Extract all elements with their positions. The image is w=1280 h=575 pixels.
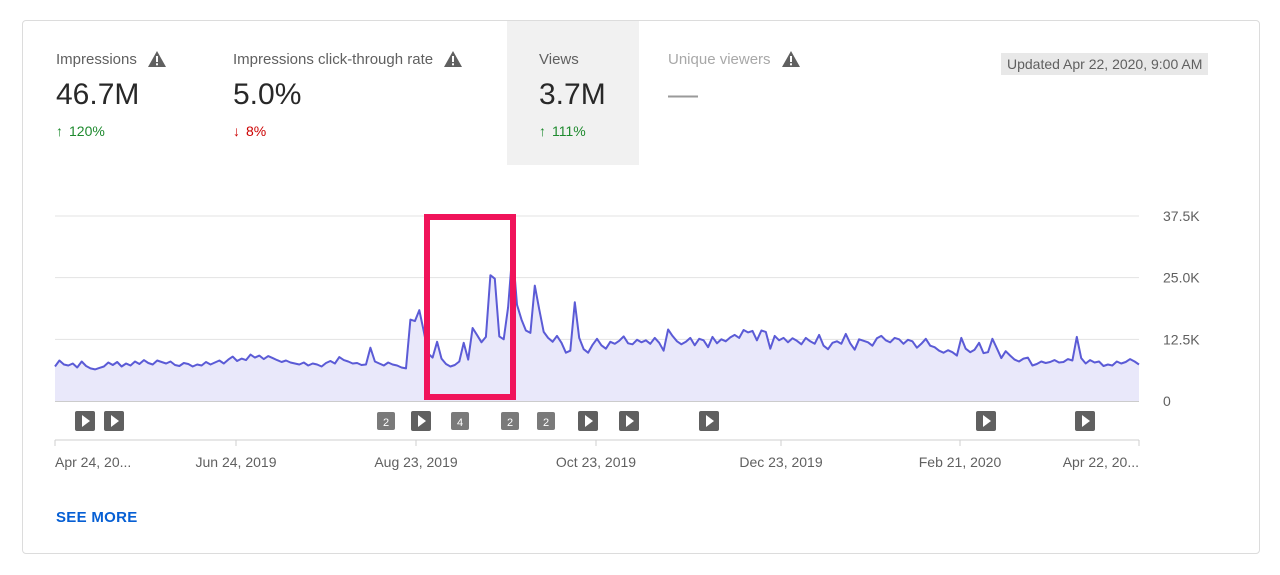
arrow-down-icon: ↓ <box>233 123 240 139</box>
count-marker-box <box>501 412 519 430</box>
metric-impressions[interactable]: Impressions 46.7M ↑ 120% <box>56 21 216 165</box>
warning-icon[interactable] <box>443 50 463 68</box>
count-marker-label: 4 <box>457 417 463 429</box>
count-marker-label: 2 <box>543 417 549 429</box>
video-published-marker[interactable] <box>699 411 719 431</box>
video-published-marker[interactable] <box>75 411 95 431</box>
highlight-box <box>424 214 516 400</box>
see-more-link[interactable]: SEE MORE <box>56 509 138 526</box>
videos-count-marker[interactable]: 2 <box>377 412 395 430</box>
play-icon <box>418 415 426 427</box>
play-icon <box>82 415 90 427</box>
views-chart: 0 12.5K 25.0K 37.5K 2 4 2 2 Apr 24, 20... Jun 24,… <box>54 208 1200 470</box>
x-tick-label: Aug 23, 2019 <box>374 454 458 470</box>
x-tick-label: Apr 24, 20... <box>55 454 131 470</box>
metric-unique-viewers[interactable]: Unique viewers — <box>668 21 848 165</box>
videos-count-marker[interactable]: 2 <box>537 412 555 430</box>
analytics-card: Impressions 46.7M ↑ 120% Impressions clic… <box>22 20 1260 554</box>
metric-delta-impressions: ↑ 120% <box>56 123 105 139</box>
y-tick-label: 37.5K <box>1163 208 1200 224</box>
play-icon <box>585 415 593 427</box>
metric-value-impressions: 46.7M <box>56 78 140 111</box>
play-icon <box>111 415 119 427</box>
x-tick-label: Oct 23, 2019 <box>556 454 636 470</box>
metric-value-unique-viewers: — <box>668 78 698 111</box>
views-line <box>54 249 1140 371</box>
video-published-marker[interactable] <box>578 411 598 431</box>
play-icon <box>626 415 634 427</box>
warning-icon[interactable] <box>781 50 801 68</box>
videos-count-marker[interactable]: 4 <box>451 412 469 430</box>
x-tick-label: Apr 22, 20... <box>1063 454 1139 470</box>
video-published-marker[interactable] <box>1075 411 1095 431</box>
y-tick-label: 25.0K <box>1163 270 1200 286</box>
metric-label-impressions: Impressions <box>56 49 216 69</box>
y-tick-label: 0 <box>1163 393 1171 409</box>
metric-views[interactable]: Views 3.7M ↑ 111% <box>507 21 639 165</box>
metric-delta-views: ↑ 111% <box>539 123 586 139</box>
y-tick-label: 12.5K <box>1163 331 1200 347</box>
count-marker-label: 2 <box>383 417 389 429</box>
video-published-marker[interactable] <box>619 411 639 431</box>
play-icon <box>983 415 991 427</box>
videos-count-marker[interactable]: 2 <box>501 412 519 430</box>
warning-icon[interactable] <box>147 50 167 68</box>
x-tick-label: Dec 23, 2019 <box>739 454 822 470</box>
play-icon <box>1082 415 1090 427</box>
updated-timestamp: Updated Apr 22, 2020, 9:00 AM <box>1001 53 1209 75</box>
arrow-up-icon: ↑ <box>539 123 546 139</box>
count-marker-box <box>537 412 555 430</box>
metric-value-views: 3.7M <box>539 78 606 111</box>
video-published-marker[interactable] <box>411 411 431 431</box>
arrow-up-icon: ↑ <box>56 123 63 139</box>
count-marker-box <box>451 412 469 430</box>
metric-label-ctr: Impressions click-through rate <box>233 49 503 69</box>
metric-label-unique-viewers: Unique viewers <box>668 49 848 69</box>
count-marker-box <box>377 412 395 430</box>
x-tick-label: Jun 24, 2019 <box>196 454 277 470</box>
count-marker-label: 2 <box>507 417 513 429</box>
metric-label-views: Views <box>539 50 579 68</box>
play-icon <box>706 415 714 427</box>
video-published-marker[interactable] <box>104 411 124 431</box>
x-tick-label: Feb 21, 2020 <box>919 454 1002 470</box>
views-area <box>55 250 1139 401</box>
metric-ctr[interactable]: Impressions click-through rate 5.0% ↓ 8% <box>233 21 503 165</box>
metric-delta-ctr: ↓ 8% <box>233 123 267 139</box>
video-published-marker[interactable] <box>976 411 996 431</box>
metric-value-ctr: 5.0% <box>233 78 302 111</box>
